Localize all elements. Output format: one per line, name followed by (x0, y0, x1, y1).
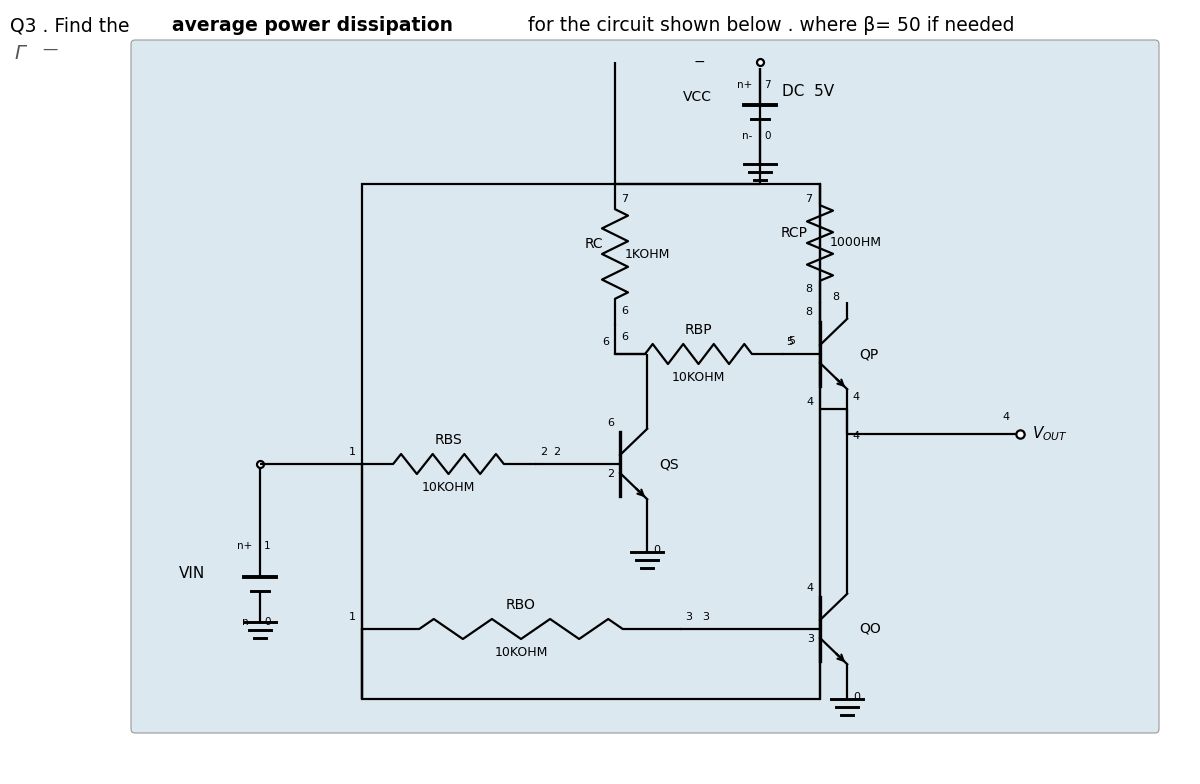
Text: 1: 1 (264, 541, 271, 551)
Bar (362, 184, 820, 699)
Text: RBS: RBS (434, 433, 462, 447)
Text: 0: 0 (764, 131, 770, 141)
Text: 0: 0 (653, 545, 660, 555)
FancyBboxPatch shape (131, 40, 1159, 733)
Text: for the circuit shown below . where β= 50 if needed: for the circuit shown below . where β= 5… (522, 16, 1014, 35)
Text: RBO: RBO (506, 598, 536, 612)
Text: QP: QP (859, 347, 878, 361)
Text: 10KOHM: 10KOHM (494, 646, 547, 659)
Text: 8: 8 (832, 292, 839, 302)
Text: 1KOHM: 1KOHM (625, 248, 671, 260)
Text: RBP: RBP (685, 323, 713, 337)
Text: 5: 5 (786, 337, 793, 347)
Text: 7: 7 (622, 194, 628, 204)
Text: 7: 7 (764, 80, 770, 90)
Text: VCC: VCC (683, 90, 712, 104)
Text: 0: 0 (853, 692, 860, 702)
Text: 2: 2 (553, 447, 560, 457)
Text: 0: 0 (264, 617, 270, 627)
Text: QO: QO (859, 622, 881, 636)
Text: 5: 5 (788, 336, 796, 346)
Text: 1: 1 (349, 612, 356, 622)
Text: RC: RC (584, 237, 604, 251)
Text: QS: QS (659, 457, 679, 471)
Text: 4: 4 (852, 392, 859, 402)
Text: 8: 8 (805, 284, 812, 294)
Text: $V_{OUT}$: $V_{OUT}$ (1032, 425, 1068, 443)
Text: 1000HM: 1000HM (830, 237, 882, 249)
Text: 6: 6 (622, 306, 628, 316)
Text: RCP: RCP (781, 226, 808, 240)
Text: n-: n- (742, 131, 752, 141)
Text: 4: 4 (1003, 412, 1010, 422)
Text: n-: n- (241, 617, 252, 627)
Text: Γ: Γ (14, 44, 25, 63)
Text: —: — (42, 42, 58, 57)
Text: 10KOHM: 10KOHM (422, 481, 475, 494)
Text: average power dissipation: average power dissipation (172, 16, 454, 35)
Text: n+: n+ (737, 80, 752, 90)
Text: 6: 6 (602, 337, 610, 347)
Text: 3: 3 (685, 612, 692, 622)
Text: 1: 1 (349, 447, 356, 457)
Text: 3: 3 (806, 634, 814, 644)
Text: 6: 6 (622, 332, 628, 342)
Text: 3: 3 (702, 612, 709, 622)
Text: VIN: VIN (179, 567, 205, 582)
Text: DC  5V: DC 5V (782, 85, 834, 100)
Text: 8: 8 (805, 307, 812, 317)
Text: 4: 4 (806, 583, 814, 593)
Text: 10KOHM: 10KOHM (672, 371, 725, 384)
Text: 2: 2 (540, 447, 547, 457)
Text: 4: 4 (852, 431, 859, 441)
Text: 4: 4 (806, 397, 814, 407)
Text: −: − (694, 55, 706, 69)
Text: 7: 7 (805, 194, 812, 204)
Text: n+: n+ (236, 541, 252, 551)
Text: 6: 6 (607, 418, 614, 428)
Text: Q3 . Find the: Q3 . Find the (10, 16, 136, 35)
Text: 2: 2 (607, 469, 614, 479)
